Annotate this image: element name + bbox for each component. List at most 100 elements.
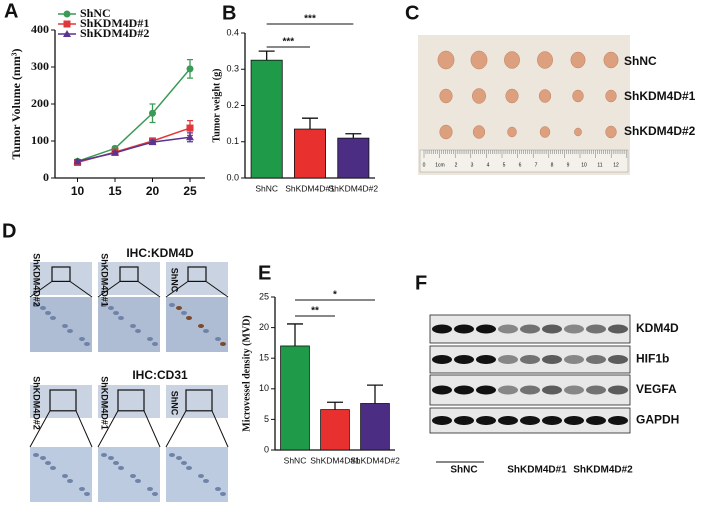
blot-band [608,324,628,334]
error-bar [302,117,318,130]
blot-band [454,416,474,425]
y-tick-label: 200 [31,96,49,110]
y-tick-label: 0 [264,444,269,454]
panel-letter: C [405,2,419,24]
blot-band [476,385,496,395]
protein-label: HIF1b [636,352,669,366]
point [149,109,156,117]
ruler-label: 5 [503,162,506,168]
legend-marker [63,10,71,18]
x-tick-label: ShKDM4D#2 [329,183,379,193]
y-tick-label: 0.2 [226,100,239,110]
cell [147,337,153,341]
y-tick-label: 0.4 [226,27,239,37]
tumor [472,88,486,104]
blot-band [564,355,584,364]
significance-label: * [333,290,337,301]
zoom-lines [165,410,229,448]
cell [220,492,226,496]
y-tick-label: 15 [259,353,269,363]
panel-letter: D [2,220,16,242]
x-tick-label: ShNC [255,183,278,193]
x-tick-label: ShKDM4D#1 [310,455,360,465]
legend-label: ShKDM4D#2 [80,26,149,40]
group-label: ShKDM4D#2 [573,465,633,476]
legend-label: ShKDM4D#1 [80,16,149,30]
y-tick-label: 0 [43,170,49,184]
point [148,138,157,146]
panel-letter: E [258,262,271,284]
group-label: ShKDM4D#1 [507,465,567,476]
ruler-label: 7 [535,162,538,168]
row-label: ShKDM4D#1 [624,89,696,103]
point [186,124,194,132]
cell [220,342,226,346]
cell [33,453,39,457]
blot-band [454,324,474,334]
cell [130,474,136,478]
ihc-title: IHC:KDM4D [126,246,194,260]
blot-band [454,385,474,395]
x-tick-label: ShKDM4D#2 [350,455,400,465]
y-tick-label: 20 [259,322,269,332]
ihc-zoom-image [98,447,160,502]
cell [176,306,182,310]
sample-label: ShKDM4D#1 [100,376,110,430]
error-bar [258,50,275,61]
blot-band [542,324,562,334]
ihc-zoom-image [98,297,160,352]
error-bar [367,384,383,404]
y-tick-label: 25 [259,291,269,301]
tumor [470,50,488,70]
cell [169,303,175,307]
blot-band [608,416,628,425]
cell [215,487,221,491]
blot-band [498,355,518,364]
tumor [539,126,551,138]
significance-label: ** [311,306,319,317]
ihc-title: IHC:CD31 [132,368,188,382]
blot-band [498,416,518,425]
cell [203,329,209,333]
cell [135,329,141,333]
cell [181,461,187,465]
blot-band [586,324,606,334]
cell [113,311,119,315]
error-bar [327,401,343,410]
sample-label: ShKDM4D#2 [32,376,42,430]
blot-band [586,385,606,395]
blot-band [454,355,474,364]
error-bar [287,323,303,346]
bar [320,409,350,451]
cell [45,311,51,315]
point [186,133,194,141]
tumor [605,125,617,139]
cell [215,337,221,341]
ruler-label: 4 [487,162,490,168]
ruler-label: 9 [567,162,570,168]
ihc-zoom-image [166,447,228,502]
cell [33,303,39,307]
x-tick-label: 25 [183,184,197,198]
y-axis-label: Tumor Volume (mm³) [9,49,23,160]
zoom-box [185,389,213,412]
tumor [572,89,584,103]
blot-band [586,416,606,425]
blot-band [498,324,518,334]
panel-letter: A [4,0,18,22]
significance-label: *** [282,37,294,48]
significance-label: *** [304,14,316,25]
protein-label: KDM4D [636,321,679,335]
point [186,65,194,73]
y-tick-label: 10 [259,383,269,393]
sample-label: ShNC [170,391,180,416]
panel-letter: F [415,272,427,294]
blot-band [432,324,452,334]
tumor [603,51,619,69]
cell [118,316,124,320]
blot-band [586,355,606,364]
blot-band [542,385,562,395]
y-tick-label: 400 [31,22,49,36]
bar [337,137,370,179]
